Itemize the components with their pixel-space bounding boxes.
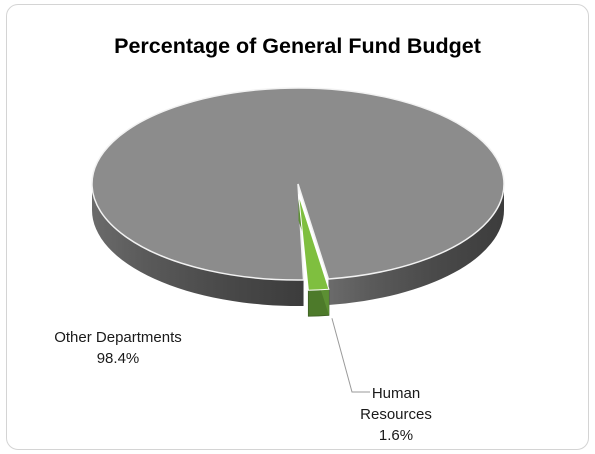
data-label-human-resources-name-line: Resources [360, 406, 432, 423]
chart-title: Percentage of General Fund Budget [114, 34, 481, 58]
slice-other-departments [91, 87, 505, 281]
slice-other-departments-side-right [328, 184, 504, 305]
hr-leader-line [331, 318, 370, 393]
data-label-other-departments-name: Other Departments [54, 329, 182, 346]
data-label-human-resources-name: Human Resources [356, 383, 436, 425]
slice-human-resources [297, 194, 330, 291]
data-label-other-departments: Other Departments 98.4% [38, 327, 198, 369]
data-label-other-departments-value: 98.4% [96, 350, 140, 367]
data-label-human-resources-name-line: Human [371, 385, 421, 402]
data-label-human-resources-value: 1.6% [378, 427, 414, 444]
slice-other-departments-side-left [92, 184, 304, 307]
data-label-human-resources: Human Resources 1.6% [356, 383, 436, 446]
